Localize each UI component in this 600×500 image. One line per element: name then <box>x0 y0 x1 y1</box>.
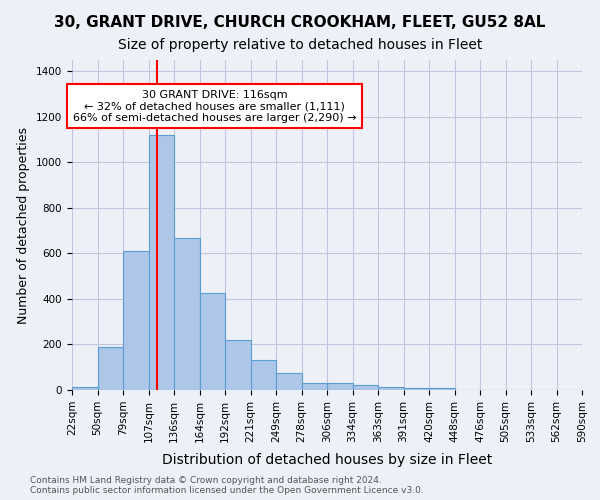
X-axis label: Distribution of detached houses by size in Fleet: Distribution of detached houses by size … <box>162 453 492 467</box>
Bar <box>378 386 404 390</box>
Bar <box>429 388 455 390</box>
Bar <box>251 360 276 390</box>
Bar <box>149 135 174 390</box>
Bar <box>97 347 123 390</box>
Bar <box>199 294 225 390</box>
Text: Size of property relative to detached houses in Fleet: Size of property relative to detached ho… <box>118 38 482 52</box>
Bar <box>123 251 149 390</box>
Bar <box>327 383 353 390</box>
Bar <box>276 373 302 390</box>
Bar <box>302 383 327 390</box>
Text: Contains HM Land Registry data © Crown copyright and database right 2024.
Contai: Contains HM Land Registry data © Crown c… <box>30 476 424 495</box>
Text: 30 GRANT DRIVE: 116sqm
← 32% of detached houses are smaller (1,111)
66% of semi-: 30 GRANT DRIVE: 116sqm ← 32% of detached… <box>73 90 356 123</box>
Bar <box>404 388 429 390</box>
Y-axis label: Number of detached properties: Number of detached properties <box>17 126 31 324</box>
Bar <box>225 340 251 390</box>
Bar <box>174 238 199 390</box>
Text: 30, GRANT DRIVE, CHURCH CROOKHAM, FLEET, GU52 8AL: 30, GRANT DRIVE, CHURCH CROOKHAM, FLEET,… <box>55 15 545 30</box>
Bar <box>353 386 378 390</box>
Bar <box>72 386 97 390</box>
